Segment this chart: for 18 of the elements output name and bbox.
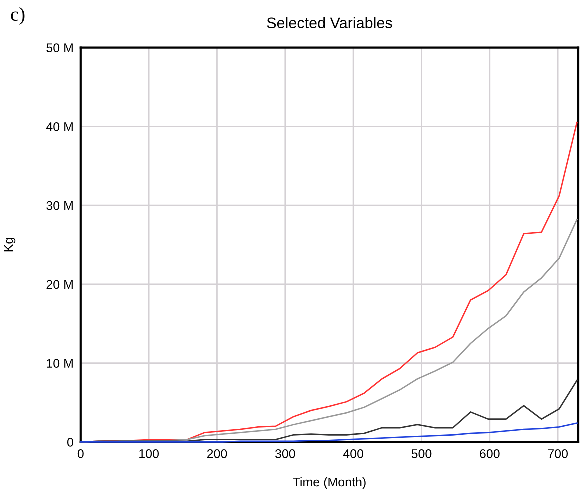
y-tick-label: 30 M: [46, 201, 73, 210]
chart-title: Selected Variables: [267, 17, 392, 29]
y-tick-label: 0: [67, 438, 74, 447]
x-tick-label: 100: [140, 449, 160, 458]
x-tick-label: 500: [412, 449, 432, 458]
x-tick-label: 400: [343, 449, 364, 458]
y-tick-label: 40 M: [46, 122, 73, 132]
y-tick-label: 10 M: [47, 359, 73, 368]
x-axis-title: Time (Month): [293, 477, 366, 490]
x-tick-label: 700: [548, 449, 568, 458]
x-tick-label: 600: [480, 449, 500, 458]
text: c): [11, 7, 25, 26]
y-tick-label: 50 M: [46, 44, 73, 52]
y-axis-title: Kg: [4, 238, 16, 252]
x-tick-label: 0: [78, 449, 84, 458]
x-tick-label: 200: [207, 449, 228, 458]
y-tick-label: 20 M: [46, 280, 73, 290]
x-tick-label: 300: [275, 449, 296, 458]
